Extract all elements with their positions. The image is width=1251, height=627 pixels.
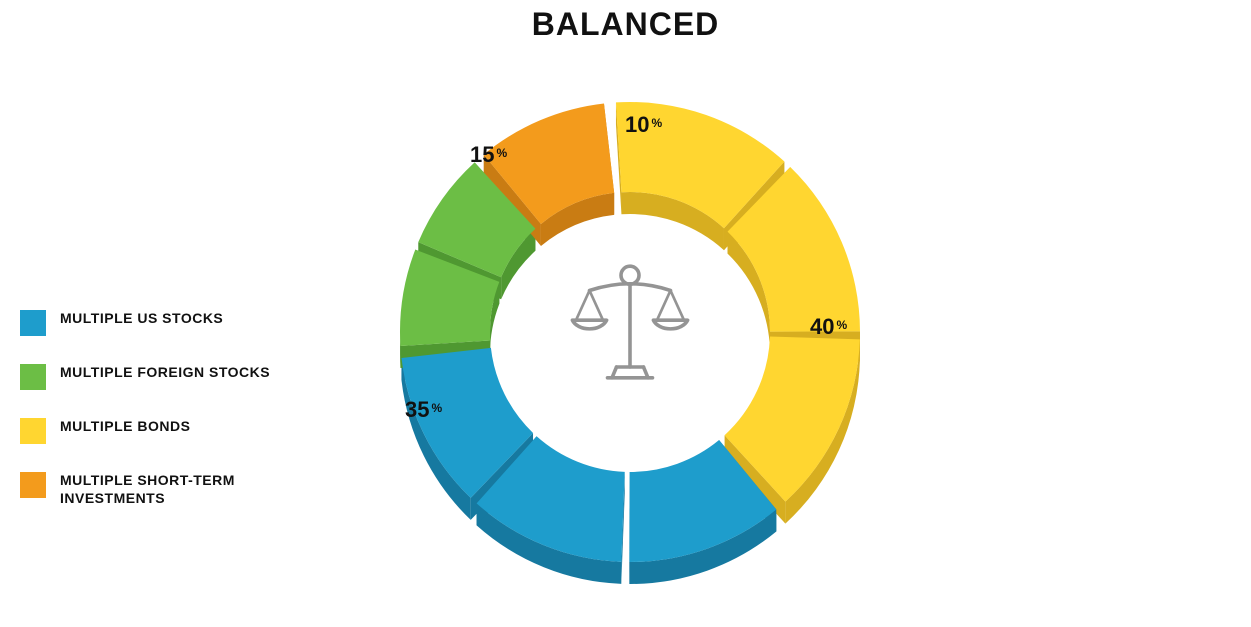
legend-label: MULTIPLE FOREIGN STOCKS	[60, 364, 270, 382]
legend-label: MULTIPLE SHORT-TERM INVESTMENTS	[60, 472, 320, 507]
legend-item-us-stocks: MULTIPLE US STOCKS	[20, 310, 320, 336]
chart-title: BALANCED	[0, 6, 1251, 43]
legend: MULTIPLE US STOCKS MULTIPLE FOREIGN STOC…	[20, 310, 320, 535]
slice-label-foreign-stocks: 15%	[470, 142, 507, 168]
legend-swatch	[20, 418, 46, 444]
legend-swatch	[20, 364, 46, 390]
legend-swatch	[20, 310, 46, 336]
legend-item-bonds: MULTIPLE BONDS	[20, 418, 320, 444]
legend-item-short-term: MULTIPLE SHORT-TERM INVESTMENTS	[20, 472, 320, 507]
legend-label: MULTIPLE BONDS	[60, 418, 190, 436]
balance-scale-icon	[540, 232, 720, 412]
donut-chart: 40% 35% 15% 10%	[370, 62, 890, 622]
legend-item-foreign-stocks: MULTIPLE FOREIGN STOCKS	[20, 364, 320, 390]
slice-label-short-term: 10%	[625, 112, 662, 138]
slice-label-bonds: 40%	[810, 314, 847, 340]
figure-canvas: BALANCED MULTIPLE US STOCKS MULTIPLE FOR…	[0, 0, 1251, 627]
slice-label-us-stocks: 35%	[405, 397, 442, 423]
legend-swatch	[20, 472, 46, 498]
legend-label: MULTIPLE US STOCKS	[60, 310, 223, 328]
